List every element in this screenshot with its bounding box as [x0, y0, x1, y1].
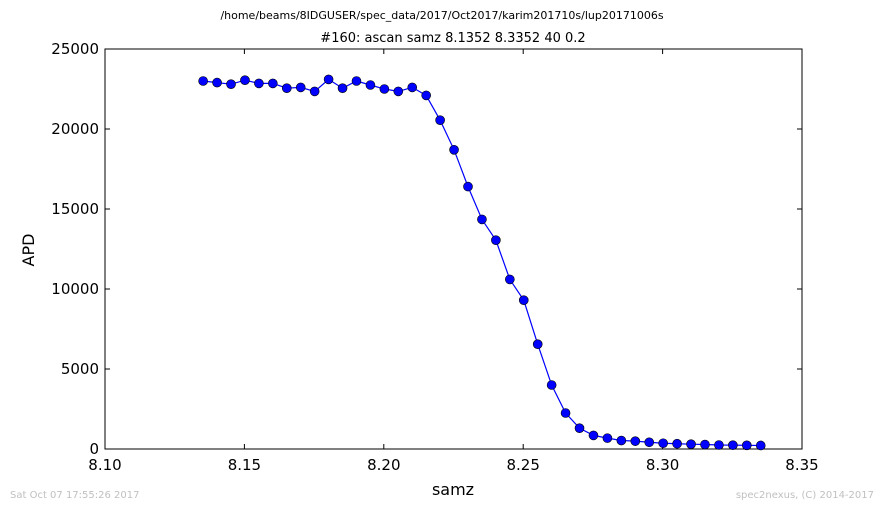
footer-credit: spec2nexus, (C) 2014-2017 [736, 490, 874, 501]
data-point [365, 80, 376, 90]
data-point [435, 115, 445, 125]
data-point [212, 77, 222, 88]
x-tick-label: 8.10 [88, 456, 121, 474]
data-point [254, 78, 264, 89]
data-point [672, 438, 682, 449]
chart-suptitle: /home/beams/8IDGUSER/spec_data/2017/Oct2… [220, 9, 663, 22]
y-tick-label: 20000 [51, 120, 99, 138]
data-point [560, 408, 571, 418]
data-point [574, 423, 585, 434]
x-tick-label: 8.25 [506, 456, 539, 474]
x-tick-label: 8.30 [646, 456, 679, 474]
data-point [755, 440, 766, 451]
data-point [477, 214, 487, 225]
x-axis-label: samz [432, 480, 474, 499]
data-point [240, 75, 250, 85]
data-point [505, 274, 515, 285]
y-tick-label: 0 [89, 440, 99, 458]
series-markers-group [198, 74, 766, 451]
plot-area [104, 48, 803, 450]
data-point [281, 83, 292, 93]
data-point [463, 181, 473, 192]
data-point [616, 435, 627, 446]
data-point [700, 439, 710, 450]
data-point [658, 438, 668, 449]
data-point [379, 84, 390, 94]
data-point [309, 86, 320, 97]
series-line [203, 78, 761, 447]
data-point [714, 440, 724, 450]
plot-frame [104, 48, 803, 450]
data-point [532, 339, 543, 350]
chart-title: #160: ascan samz 8.1352 8.3352 40 0.2 [320, 31, 585, 46]
y-tick-label: 15000 [51, 200, 99, 218]
data-point [337, 83, 348, 93]
data-point [323, 74, 334, 85]
data-point [546, 380, 557, 390]
x-axis: 8.10 8.15 8.20 8.25 8.30 8.35 [88, 49, 819, 474]
series-line-group [203, 78, 761, 447]
data-point [449, 145, 459, 155]
y-tick-label: 5000 [61, 360, 99, 378]
footer-timestamp: Sat Oct 07 17:55:26 2017 [10, 490, 140, 501]
y-tick-label: 25000 [51, 40, 99, 58]
data-point [644, 437, 655, 448]
data-point [226, 79, 236, 89]
x-tick-label: 8.15 [228, 456, 261, 474]
data-point [491, 235, 501, 245]
data-point [198, 76, 208, 86]
data-point [295, 82, 306, 93]
y-axis-label: APD [19, 234, 38, 267]
x-tick-label: 8.35 [785, 456, 818, 474]
data-point [268, 78, 278, 89]
data-point [518, 295, 529, 306]
data-point [686, 439, 696, 450]
y-tick-label: 10000 [51, 280, 99, 298]
x-tick-label: 8.20 [367, 456, 400, 474]
data-point [351, 76, 362, 86]
data-point [421, 90, 431, 101]
data-point [630, 436, 641, 446]
data-point [407, 82, 418, 93]
data-point [393, 86, 404, 97]
data-point [602, 433, 613, 443]
data-point [588, 430, 599, 441]
y-axis: 0 5000 10000 15000 20000 25000 [51, 40, 802, 458]
data-point [741, 440, 752, 451]
data-point [728, 440, 738, 450]
